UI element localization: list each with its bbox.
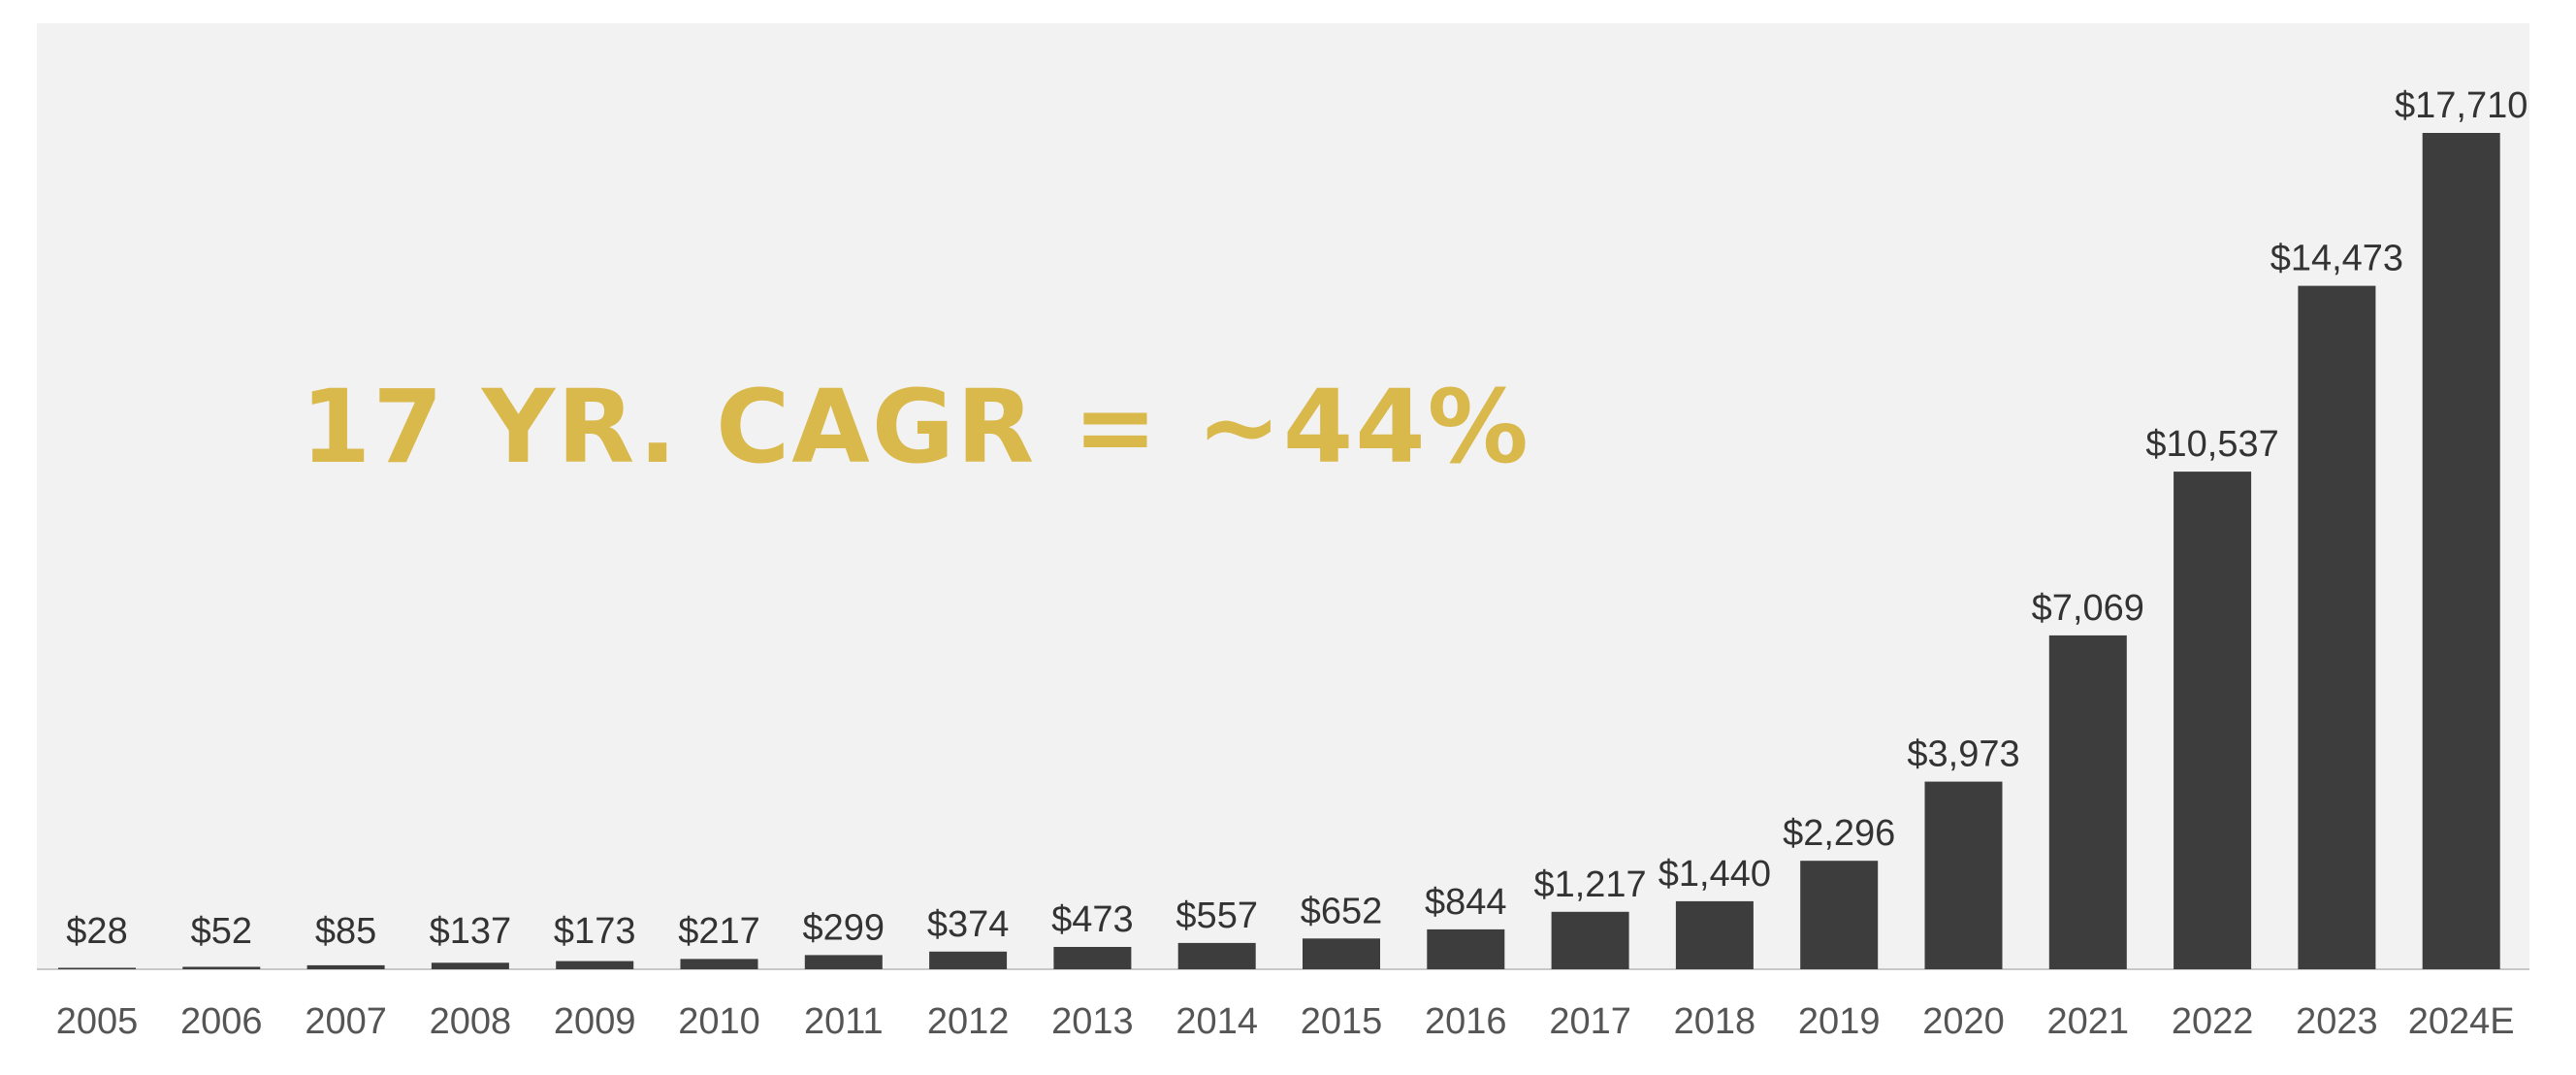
data-label: $299 [803, 907, 886, 948]
data-label: $557 [1175, 896, 1258, 936]
data-label: $17,710 [2395, 85, 2528, 126]
x-tick-label: 2009 [554, 1001, 636, 1042]
data-label: $652 [1301, 891, 1383, 931]
data-label: $844 [1425, 882, 1507, 923]
bar-2012 [929, 951, 1008, 969]
bar-2006 [182, 966, 261, 969]
bar-2020 [1924, 781, 2003, 969]
data-label: $52 [191, 911, 252, 952]
value-labels-layer: $28 $52 $85 $137 $173 $217 $299 $374 $473 $557 $65… [66, 85, 2528, 952]
x-tick-label: 2007 [305, 1001, 387, 1042]
x-tick-label: 2011 [804, 1001, 884, 1042]
data-label: $173 [554, 911, 636, 952]
bar-2021 [2048, 635, 2127, 969]
bar-2011 [804, 955, 883, 969]
bar-2005 [58, 967, 136, 969]
data-label: $217 [678, 911, 760, 952]
x-tick-label: 2012 [927, 1001, 1010, 1042]
x-tick-label: 2006 [180, 1001, 263, 1042]
bar-2023 [2298, 285, 2376, 970]
bar-2015 [1303, 938, 1380, 969]
data-label: $1,217 [1533, 864, 1646, 905]
bar-2007 [306, 964, 385, 969]
bar-2009 [556, 961, 634, 969]
bar-2022 [2174, 472, 2252, 970]
bar-2016 [1427, 928, 1505, 969]
x-tick-label: 2008 [430, 1001, 512, 1042]
x-tick-label: 2015 [1301, 1001, 1383, 1042]
x-tick-label: 2023 [2296, 1001, 2378, 1042]
data-label: $374 [927, 904, 1010, 945]
bar-2008 [431, 962, 509, 969]
cagr-annotation: 17 YR. CAGR = ~44% [301, 368, 1530, 486]
bar-2017 [1551, 911, 1629, 969]
bars-layer [58, 133, 2500, 970]
bar-2014 [1177, 942, 1256, 969]
x-tick-label: 2017 [1549, 1001, 1631, 1042]
data-label: $2,296 [1783, 813, 1895, 854]
x-tick-label: 2019 [1798, 1001, 1881, 1042]
plot-background [37, 23, 2529, 969]
data-label: $1,440 [1658, 854, 1771, 895]
x-tick-label: 2016 [1425, 1001, 1507, 1042]
x-tick-label: 2014 [1175, 1001, 1258, 1042]
data-label: $10,537 [2145, 424, 2278, 465]
x-tick-label: 2022 [2172, 1001, 2254, 1042]
bar-2024e [2422, 133, 2500, 969]
bar-2019 [1800, 861, 1879, 969]
data-label: $14,473 [2270, 239, 2403, 279]
x-tick-label: 2010 [678, 1001, 760, 1042]
data-label: $137 [430, 911, 512, 952]
x-tick-label: 2005 [56, 1001, 139, 1042]
data-label: $473 [1051, 899, 1134, 940]
data-label: $7,069 [2032, 588, 2144, 629]
data-label: $3,973 [1907, 734, 2019, 775]
tick-labels-layer: 2005 2006 2007 2008 2009 2010 2011 2012 2013 2014… [56, 1001, 2515, 1042]
bar-2010 [680, 959, 758, 969]
bar-2013 [1053, 947, 1132, 969]
x-tick-label: 2013 [1051, 1001, 1134, 1042]
data-label: $28 [66, 911, 127, 952]
x-tick-label: 2020 [1922, 1001, 2005, 1042]
x-tick-label: 2024E [2408, 1001, 2515, 1042]
data-label: $85 [315, 911, 376, 952]
x-tick-label: 2021 [2047, 1001, 2130, 1042]
x-tick-label: 2018 [1674, 1001, 1756, 1042]
bar-2018 [1675, 900, 1754, 969]
